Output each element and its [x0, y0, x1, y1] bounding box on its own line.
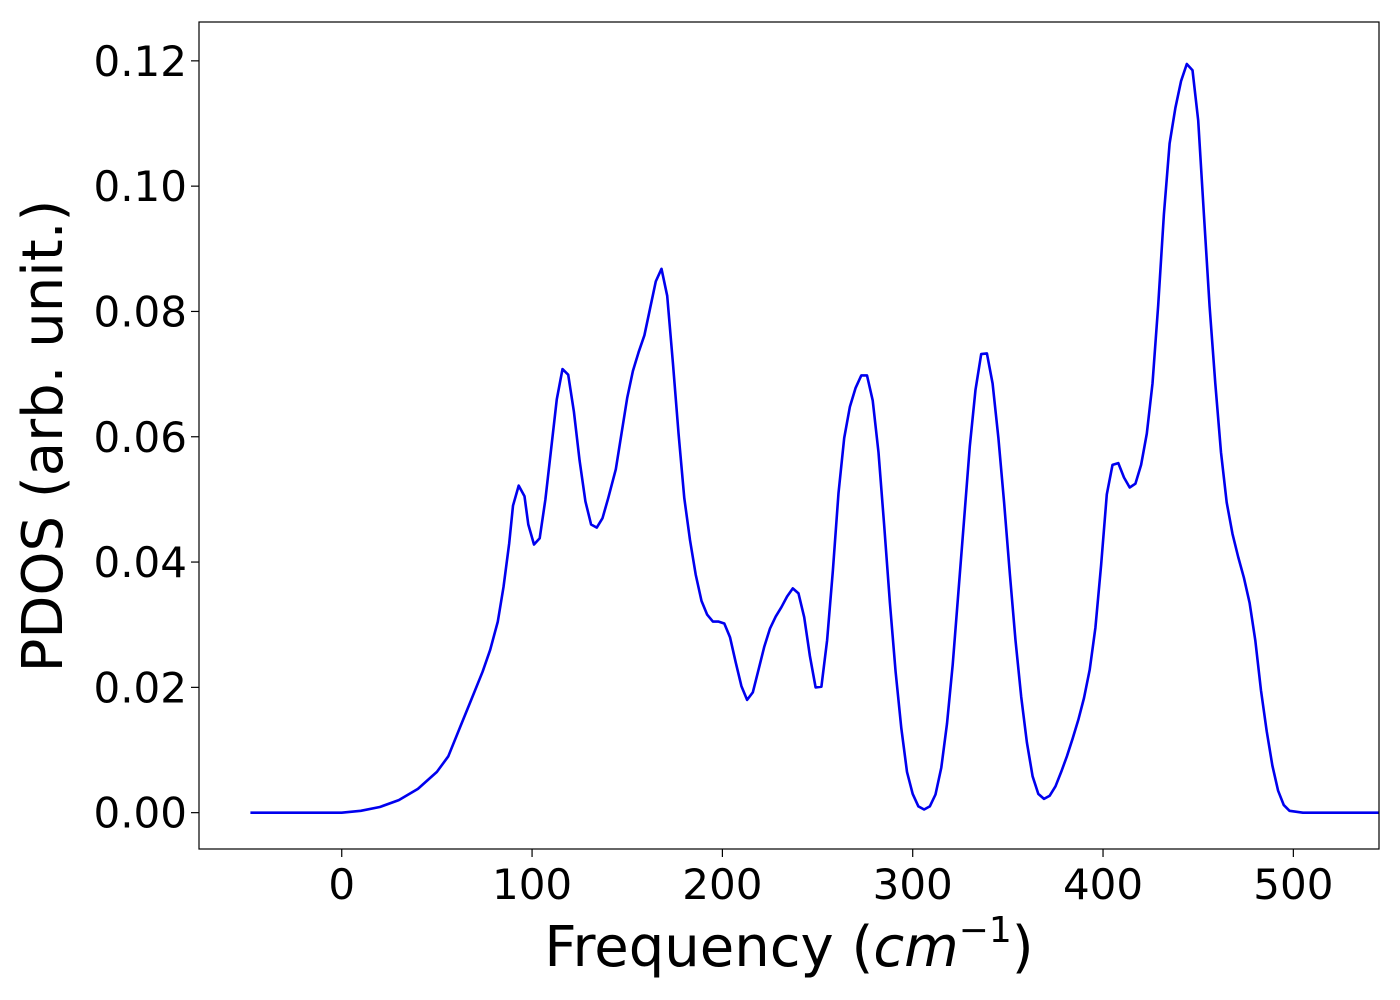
plot-frame: [198, 21, 1380, 850]
y-tick-label: 0.10: [93, 162, 187, 211]
x-tick-label: 100: [492, 860, 572, 909]
x-axis-title-main: Frequency (: [544, 915, 873, 980]
y-axis-title: PDOS (arb. unit.): [11, 200, 76, 673]
x-axis-title-close: ): [1012, 915, 1034, 980]
x-axis-title: Frequency (cm−1): [544, 910, 1033, 980]
x-axis-title-unit: cm: [873, 915, 958, 980]
x-axis: 0 100 200 300 400 500: [328, 849, 1333, 909]
y-tick-label: 0.06: [93, 413, 187, 462]
series-line-0: [250, 62, 1379, 814]
y-tick-label: 0.04: [93, 538, 187, 587]
x-tick-label: 400: [1063, 860, 1143, 909]
x-tick-label: 200: [682, 860, 762, 909]
plot-area: [250, 62, 1379, 814]
x-axis-title-exponent: −1: [959, 910, 1012, 951]
y-tick-label: 0.02: [93, 663, 187, 712]
y-tick-label: 0.00: [93, 789, 187, 838]
x-tick-label: 500: [1253, 860, 1333, 909]
x-tick-label: 300: [873, 860, 953, 909]
y-tick-label: 0.08: [93, 287, 187, 336]
y-axis: 0.00 0.02 0.04 0.06 0.08 0.10 0.12: [93, 37, 199, 838]
x-tick-label: 0: [328, 860, 355, 909]
y-tick-label: 0.12: [93, 37, 187, 86]
